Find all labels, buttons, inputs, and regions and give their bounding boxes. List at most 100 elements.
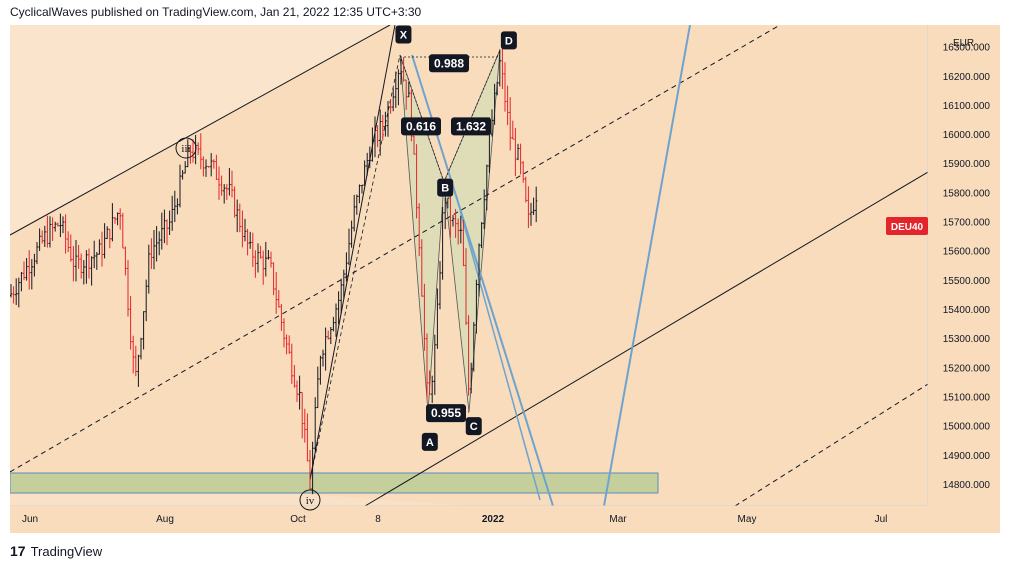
candle xyxy=(373,116,377,158)
candle xyxy=(269,251,273,268)
candle xyxy=(483,189,486,230)
wave-label-iii: iii xyxy=(175,137,197,159)
candle xyxy=(514,127,517,177)
candle xyxy=(353,194,356,232)
x-tick-label: Mar xyxy=(609,514,627,525)
publish-info: CyclicalWaves published on TradingView.c… xyxy=(10,5,422,19)
y-tick-label: 15400.000 xyxy=(943,305,991,316)
x-tick-label: May xyxy=(738,514,757,525)
candle xyxy=(236,199,239,233)
candle xyxy=(321,349,325,367)
candle xyxy=(405,79,408,110)
candle xyxy=(412,135,416,155)
y-axis: 14800.000 14900.000 15000.000 15100.000 1520… xyxy=(943,43,991,491)
candle xyxy=(345,252,348,282)
candle xyxy=(386,100,390,137)
svg-text:D: D xyxy=(505,35,513,47)
candle xyxy=(184,161,187,174)
candle xyxy=(496,81,499,96)
candle xyxy=(126,260,130,317)
candle xyxy=(233,186,236,218)
candle xyxy=(46,215,49,248)
candle xyxy=(145,279,148,322)
candle xyxy=(15,278,18,305)
ratio-label: 1.632 xyxy=(451,117,491,136)
candle xyxy=(431,375,434,403)
candle xyxy=(360,184,364,194)
candle xyxy=(85,250,88,284)
candle xyxy=(311,441,314,495)
channel-mid-line xyxy=(10,25,781,473)
candle xyxy=(519,143,522,175)
candle xyxy=(415,144,418,219)
x-axis: Jun Aug Oct 8 2022 Mar May Jul xyxy=(22,514,887,525)
candle xyxy=(340,278,343,314)
tradingview-footer: 17 TradingView xyxy=(10,541,102,561)
candle xyxy=(477,243,481,297)
candle xyxy=(334,303,338,337)
candle xyxy=(389,99,392,114)
candle xyxy=(238,203,241,233)
candle xyxy=(168,210,171,236)
impulse-dashed-line xyxy=(309,54,401,481)
candle xyxy=(420,239,423,297)
candle xyxy=(186,139,189,168)
ratio-label: 0.955 xyxy=(426,404,466,423)
candle xyxy=(314,397,317,451)
cyclic-line-2 xyxy=(603,25,691,506)
candle xyxy=(436,288,439,349)
candle xyxy=(467,315,470,396)
pattern-point-a: A xyxy=(421,432,438,451)
y-tick-label: 15700.000 xyxy=(943,218,991,229)
candle xyxy=(516,143,520,161)
candle xyxy=(535,186,538,223)
candle xyxy=(470,362,473,394)
y-tick-label: 16100.000 xyxy=(943,101,991,112)
candle xyxy=(106,226,109,240)
svg-text:DEU40: DEU40 xyxy=(891,222,924,233)
ratio-labels: 0.988 0.616 1.632 0.955 xyxy=(401,54,491,423)
candle xyxy=(95,252,98,270)
svg-text:B: B xyxy=(441,183,449,195)
pattern-points: X A B C D xyxy=(395,25,517,451)
candle xyxy=(332,316,335,332)
pattern-point-d: D xyxy=(500,31,517,50)
candle xyxy=(191,139,195,163)
candle xyxy=(308,450,312,490)
candle xyxy=(272,262,275,296)
candle xyxy=(204,159,208,177)
candle xyxy=(506,85,509,126)
candle xyxy=(246,228,249,256)
candle xyxy=(41,230,44,244)
candle xyxy=(462,219,465,267)
candle xyxy=(303,408,306,443)
candle xyxy=(87,248,91,279)
candle xyxy=(178,164,182,208)
candle xyxy=(324,327,327,371)
ratio-label: 0.988 xyxy=(429,54,469,73)
svg-text:iii: iii xyxy=(181,143,190,155)
candle xyxy=(22,261,26,281)
candle xyxy=(152,230,156,270)
candle xyxy=(384,111,387,137)
svg-text:0.988: 0.988 xyxy=(434,56,464,70)
candle xyxy=(418,203,421,257)
candle xyxy=(288,335,291,354)
candle xyxy=(28,250,31,290)
candle xyxy=(511,120,514,140)
brand-name: TradingView xyxy=(30,543,103,559)
y-tick-label: 16300.000 xyxy=(943,43,991,54)
candle xyxy=(446,197,449,209)
candle xyxy=(428,370,431,395)
candle xyxy=(501,48,504,90)
candle xyxy=(155,226,158,262)
candle xyxy=(522,161,525,183)
candle xyxy=(251,232,254,268)
candle xyxy=(327,330,330,340)
candle xyxy=(363,160,366,186)
candle xyxy=(147,244,150,294)
candle xyxy=(100,231,104,267)
candle xyxy=(82,260,85,285)
ratio-label: 0.616 xyxy=(401,117,441,136)
